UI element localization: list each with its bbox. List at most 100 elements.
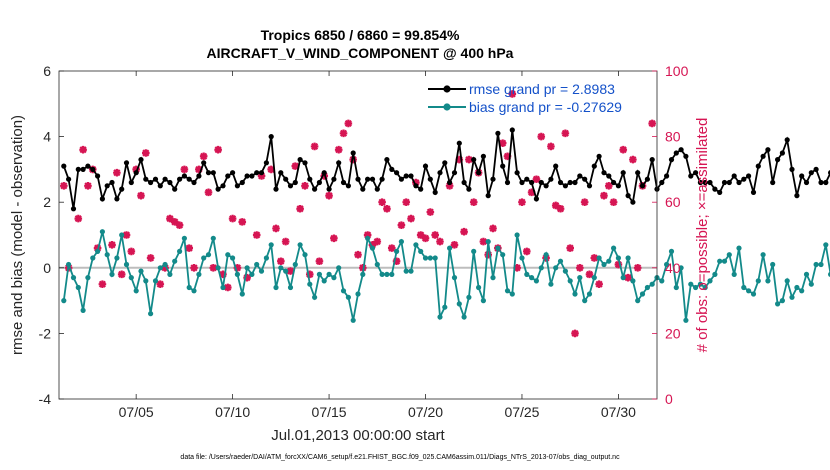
obs-assimilated-marker <box>455 155 464 164</box>
rmse-data-point <box>123 160 130 166</box>
bias-data-point <box>451 275 458 281</box>
bias-data-point <box>611 245 617 251</box>
bias-data-point <box>360 271 366 277</box>
rmse-data-point <box>644 176 651 182</box>
obs-assimilated-marker <box>238 218 247 226</box>
obs-assimilated-marker <box>243 273 251 282</box>
bias-data-point <box>591 275 597 281</box>
obs-assimilated-marker <box>199 152 208 161</box>
bias-data-point <box>673 284 679 291</box>
rmse-data-point <box>119 186 125 192</box>
obs-assimilated-marker <box>305 270 314 279</box>
x-tick-label: 07/20 <box>408 404 443 420</box>
legend: rmse grand pr = 2.8983 bias grand pr = -… <box>428 81 622 115</box>
bias-data-point <box>205 252 212 258</box>
obs-assimilated-marker <box>378 198 386 206</box>
bias-data-point <box>784 278 790 284</box>
rmse-data-point <box>369 176 376 182</box>
rmse-data-point <box>620 170 626 176</box>
obs-assimilated-marker <box>383 204 391 213</box>
rmse-data-point <box>326 186 332 192</box>
rmse-data-point <box>230 170 236 176</box>
bias-data-point <box>760 252 766 258</box>
rmse-data-point <box>707 179 713 186</box>
bias-data-point <box>456 301 462 307</box>
x-tick-label: 07/10 <box>215 404 250 420</box>
bias-data-point <box>157 265 163 271</box>
obs-assimilated-marker <box>113 168 121 177</box>
y-tick-label-right: 20 <box>665 325 681 341</box>
y-axis-label-right: # of obs: o=possible; ×=assimilated <box>694 118 711 353</box>
bias-data-point <box>369 245 376 251</box>
bias-data-point <box>66 261 72 268</box>
rmse-data-point <box>350 150 356 156</box>
rmse-data-point <box>249 173 255 179</box>
rmse-data-point <box>726 179 732 186</box>
rmse-data-point <box>461 179 467 186</box>
bias-data-point <box>152 278 159 284</box>
bias-data-point <box>514 232 520 238</box>
bias-data-point <box>413 242 419 248</box>
rmse-data-point <box>379 176 385 182</box>
rmse-data-point <box>408 173 414 179</box>
obs-assimilated-marker <box>344 119 353 128</box>
bias-data-point <box>143 278 149 284</box>
rmse-data-point <box>803 179 810 186</box>
bias-data-point <box>70 275 77 281</box>
rmse-data-point <box>201 160 207 166</box>
obs-assimilated-marker <box>561 129 570 138</box>
rmse-data-point <box>152 176 159 182</box>
bias-data-point <box>770 261 776 268</box>
obs-assimilated-marker <box>267 165 275 174</box>
bias-data-point <box>138 268 144 274</box>
rmse-data-point <box>760 153 766 159</box>
plot-frame <box>58 70 658 400</box>
bias-data-point <box>403 268 409 274</box>
rmse-data-point <box>697 179 704 186</box>
obs-assimilated-marker <box>498 139 507 147</box>
obs-assimilated-marker <box>296 204 304 213</box>
bias-data-point <box>432 255 438 261</box>
obs-assimilated-marker <box>465 155 473 164</box>
rmse-data-point <box>712 186 718 192</box>
rmse-data-point <box>75 166 81 172</box>
y-tick-label-left: -2 <box>39 325 52 341</box>
rmse-data-point <box>635 170 641 176</box>
obs-assimilated-marker <box>185 244 194 252</box>
obs-assimilated-marker <box>277 257 285 266</box>
bias-data-point <box>85 275 91 281</box>
obs-assimilated-marker <box>310 142 319 151</box>
x-axis-label: Jul.01,2013 00:00:00 start <box>271 427 445 444</box>
bias-data-point <box>225 252 231 258</box>
bias-data-point <box>693 284 699 291</box>
bias-data-point <box>586 291 593 297</box>
rmse-data-point <box>234 183 240 189</box>
x-tick-label: 07/15 <box>312 404 347 420</box>
bias-data-point <box>442 304 448 310</box>
bias-data-point <box>389 271 395 277</box>
rmse-data-point <box>278 170 284 176</box>
bias-data-point <box>765 278 771 284</box>
rmse-data-point <box>659 179 665 186</box>
y-tick-label-right: 60 <box>665 194 681 210</box>
bias-data-point <box>167 271 173 277</box>
bias-data-point <box>355 291 361 297</box>
bias-data-point <box>249 271 255 277</box>
rmse-data-point <box>403 173 409 179</box>
bias-data-point <box>625 255 631 261</box>
rmse-data-point <box>456 140 462 146</box>
rmse-data-point <box>157 183 163 189</box>
rmse-data-point <box>582 176 588 182</box>
rmse-data-point <box>799 173 805 179</box>
rmse-data-point <box>225 173 231 179</box>
bias-data-point <box>668 248 675 254</box>
rmse-data-point <box>340 179 347 186</box>
rmse-data-point <box>220 183 226 189</box>
obs-assimilated-marker <box>60 182 68 190</box>
obs-assimilated-marker <box>392 257 401 266</box>
obs-assimilated-marker <box>354 250 362 259</box>
bias-data-point <box>80 307 86 313</box>
y-tick-label-left: 4 <box>43 129 51 145</box>
rmse-data-point <box>524 176 530 182</box>
bias-data-point <box>601 261 607 268</box>
